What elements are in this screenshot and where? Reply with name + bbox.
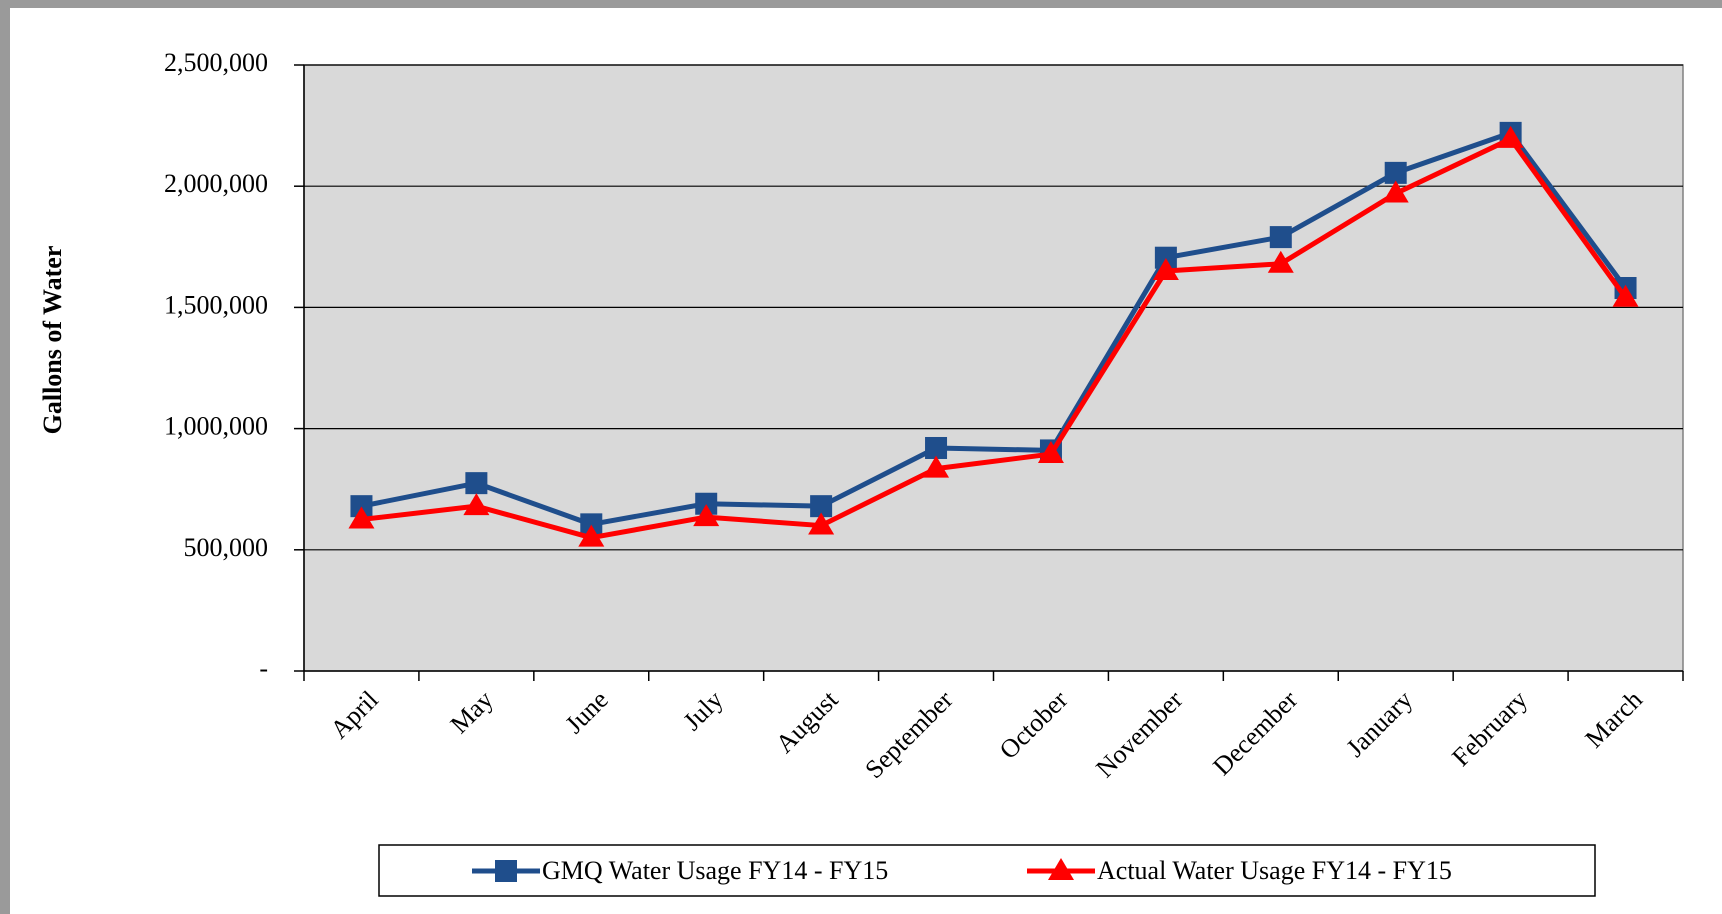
legend-marker bbox=[1048, 858, 1074, 880]
y-tick-label: - bbox=[259, 654, 268, 683]
data-point bbox=[1267, 250, 1294, 273]
data-point bbox=[810, 495, 833, 518]
data-point bbox=[693, 504, 720, 527]
y-tick-label: 1,500,000 bbox=[164, 290, 268, 319]
data-point bbox=[1612, 284, 1639, 307]
y-tick-label: 2,500,000 bbox=[164, 48, 268, 77]
data-point bbox=[1152, 258, 1179, 281]
data-point bbox=[1497, 125, 1524, 148]
y-tick-label: 1,000,000 bbox=[164, 412, 268, 441]
legend-label: Actual Water Usage FY14 - FY15 bbox=[1097, 856, 1452, 885]
series-line bbox=[360, 130, 1628, 527]
y-tick-label: 2,000,000 bbox=[164, 169, 268, 198]
legend-box bbox=[378, 844, 1596, 897]
data-point bbox=[695, 492, 718, 515]
data-point bbox=[1269, 226, 1292, 249]
data-point bbox=[348, 506, 375, 529]
data-point bbox=[350, 495, 373, 518]
data-point bbox=[925, 436, 948, 459]
data-point bbox=[578, 524, 605, 547]
data-point bbox=[1382, 180, 1409, 203]
data-point bbox=[580, 513, 603, 536]
data-point bbox=[1154, 246, 1177, 269]
data-point bbox=[1384, 161, 1407, 184]
series-line bbox=[361, 136, 1628, 541]
legend-marker bbox=[495, 860, 517, 882]
data-point bbox=[923, 455, 950, 478]
y-tick-label: 500,000 bbox=[184, 533, 269, 562]
data-point bbox=[1037, 441, 1064, 464]
y-axis-label: Gallons of Water bbox=[38, 246, 67, 435]
data-point bbox=[463, 493, 490, 516]
legend-label: GMQ Water Usage FY14 - FY15 bbox=[542, 856, 888, 885]
data-point bbox=[808, 512, 835, 535]
data-point bbox=[465, 472, 488, 495]
